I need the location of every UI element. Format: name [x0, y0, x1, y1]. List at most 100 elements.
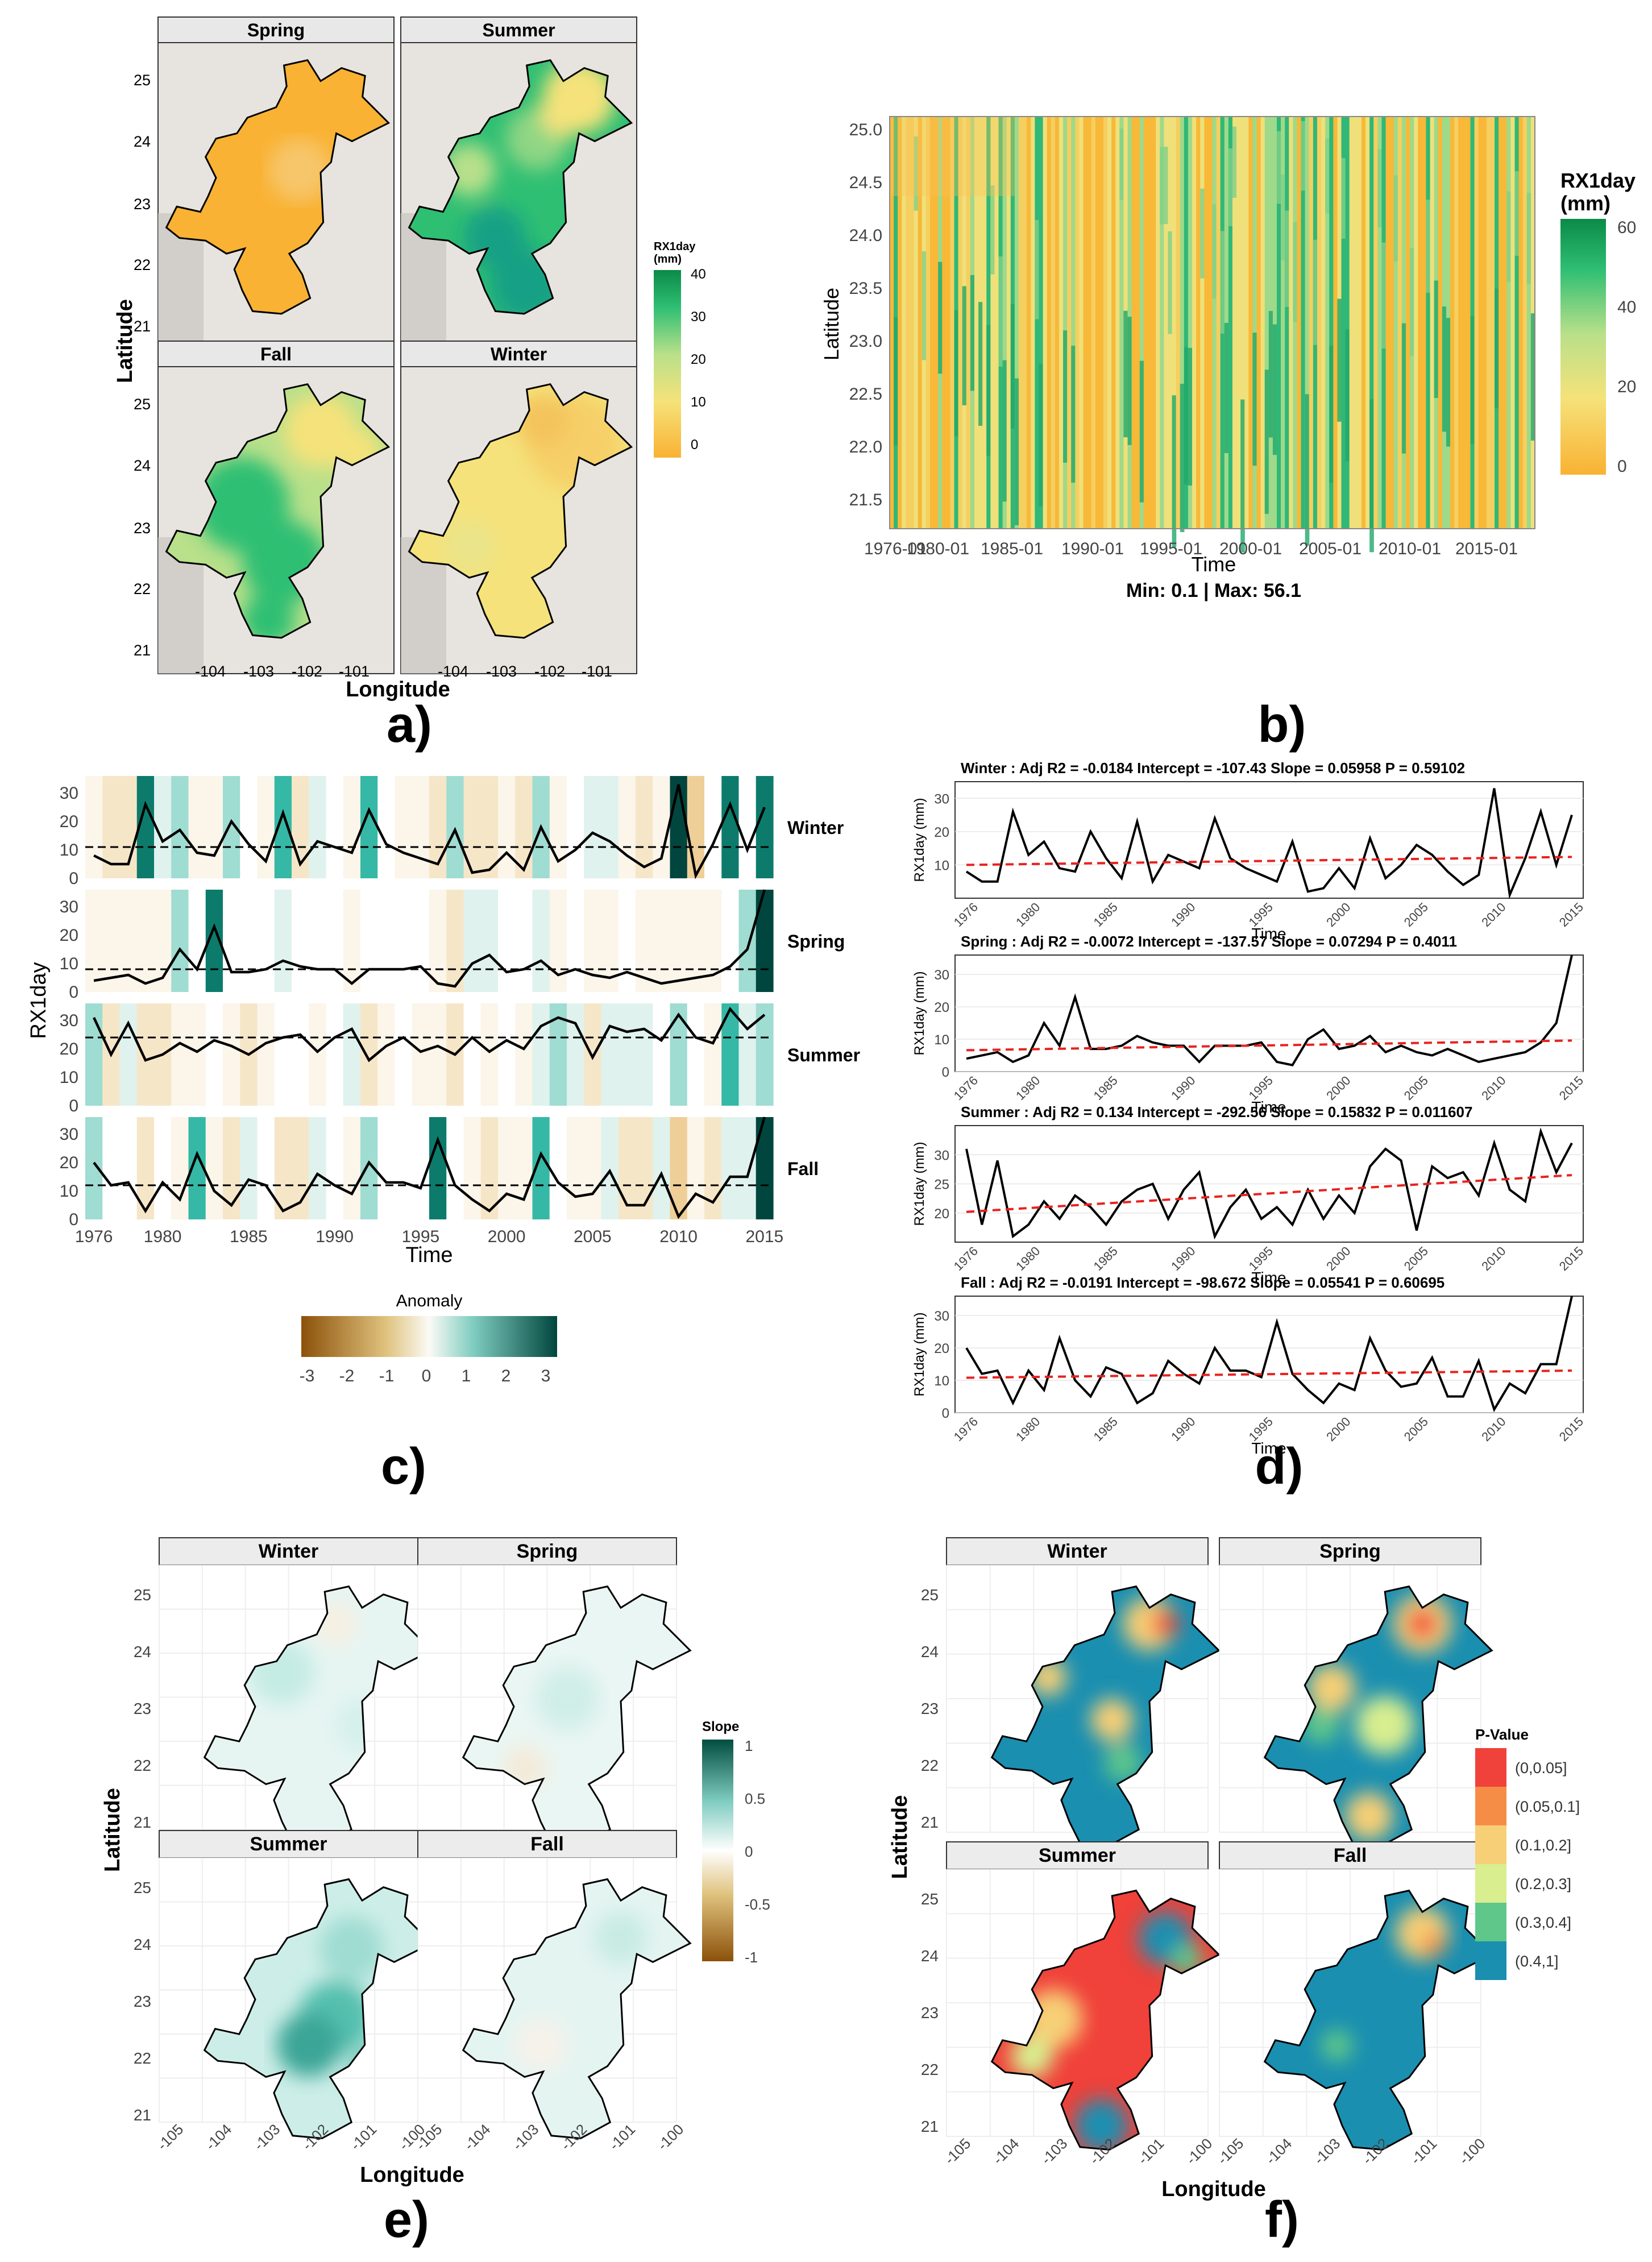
anomaly-cell [670, 890, 688, 992]
x-tick-label: -105 [153, 2120, 186, 2153]
map-blobs [1302, 1594, 1452, 1841]
anomaly-cell [584, 1117, 602, 1219]
y-tick-label: 23 [134, 1993, 151, 2010]
y-axis-title: RX1day (mm) [912, 971, 927, 1055]
y-tick-label: 25 [134, 72, 151, 89]
heatmap-cell-band [1401, 323, 1406, 454]
map-value-blob [1421, 1932, 1445, 1956]
heatmap-column [1285, 117, 1289, 529]
series-line [965, 788, 1573, 899]
heatmap-column [1309, 117, 1314, 529]
anomaly-cell [584, 776, 602, 878]
heatmap-column [1341, 117, 1346, 529]
anomaly-cell [480, 776, 499, 878]
y-tick-label: 10 [60, 1068, 78, 1087]
heatmap-column [1027, 117, 1031, 529]
anomaly-cell [653, 1117, 671, 1219]
heatmap-cell-band [1123, 310, 1128, 438]
heatmap-cell-band [1220, 231, 1225, 334]
map-region-group [1264, 1586, 1493, 1847]
heatmap-column [1115, 117, 1120, 529]
x-tick-label: 2005 [1401, 1073, 1431, 1103]
anomaly-cell [154, 1117, 172, 1219]
plot-panel [954, 954, 1584, 1072]
anomaly-cell [292, 1003, 309, 1106]
heatmap-column [1272, 117, 1277, 529]
x-tick-label: 1990-01 [1061, 539, 1124, 558]
x-axis-title: Longitude [346, 678, 450, 702]
y-tick-label: 0 [942, 1406, 949, 1421]
x-tick-label: 1990 [1168, 1244, 1198, 1273]
anomaly-cell [738, 1003, 757, 1106]
heatmap-column [1499, 117, 1503, 529]
x-tick-label: 2010 [1479, 1244, 1508, 1273]
heatmap-cell-band [1293, 222, 1298, 322]
facet-title: Spring [247, 20, 305, 40]
anomaly-cell [721, 776, 740, 878]
heatmap-cell-band [1281, 175, 1285, 261]
facet-fall: 0 10 20 30 Fall [60, 1117, 819, 1229]
heatmap-column [1111, 117, 1116, 529]
y-axis-title: Latitude [113, 299, 137, 383]
anomaly-cell [446, 890, 464, 992]
facet-title: Fall [260, 344, 292, 364]
legend-label: (0.05,0.1] [1515, 1798, 1580, 1815]
heatmap-column [1014, 117, 1019, 529]
heatmap-cell-band [1495, 288, 1499, 409]
x-tick-label: 1990 [316, 1227, 354, 1246]
heatmap-column [910, 117, 915, 529]
y-tick-label: 10 [934, 858, 949, 873]
x-tick-label: 1985 [230, 1227, 268, 1246]
legend-label: (0,0.05] [1515, 1759, 1567, 1777]
x-tick-label: 1985 [1091, 1244, 1120, 1273]
anomaly-cell [738, 890, 757, 992]
y-tick-label: 23 [921, 1700, 939, 1717]
legend-tick: 60 [1617, 218, 1636, 237]
map-value-blob [1152, 1610, 1179, 1637]
anomaly-cell [636, 776, 653, 878]
plot-title: Spring : Adj R2 = -0.0072 Intercept = -1… [961, 933, 1457, 950]
heatmap-cell-band [1240, 399, 1245, 553]
heatmap-column [934, 117, 939, 529]
anomaly-cell [223, 1003, 240, 1106]
x-tick-label: 1990 [1168, 900, 1198, 929]
y-tick-label: 30 [934, 791, 949, 807]
facet-strip [417, 1537, 677, 1566]
heatmap-column [1216, 117, 1221, 529]
x-tick-label: -105 [1214, 2135, 1247, 2168]
heatmap-column [1224, 117, 1229, 529]
series-line [93, 784, 766, 879]
legend-tick: 1 [462, 1367, 471, 1385]
panel-label-d: d) [1255, 1438, 1304, 1495]
heatmap-cell-band [1426, 200, 1431, 293]
x-axis-title: Time [1251, 1269, 1286, 1286]
y-tick-label: 24 [921, 1643, 939, 1661]
anomaly-cell [102, 890, 121, 992]
anomaly-cell [85, 890, 103, 992]
heatmap-column [986, 117, 991, 529]
map-value-blob [1010, 2035, 1053, 2078]
anomaly-cell [498, 890, 516, 992]
map-region-group [165, 59, 390, 315]
legend-colorbar [654, 270, 681, 458]
heatmap-column [1244, 117, 1249, 529]
facet-title: Spring [517, 1541, 578, 1562]
y-tick-label: 22 [134, 580, 151, 597]
panel-labels: a) b) c) d) e) f) [381, 696, 1306, 2248]
heatmap-column [1051, 117, 1056, 529]
anomaly-cell [102, 1117, 121, 1219]
x-tick-label: 1985 [1091, 1414, 1120, 1444]
anomaly-cell [395, 776, 413, 878]
heatmap-cell-band [1381, 242, 1387, 349]
facet-strip [1219, 1537, 1481, 1566]
heatmap-column [1502, 117, 1507, 529]
anomaly-cell [274, 1003, 292, 1106]
legend-tick: 40 [691, 267, 706, 282]
heatmap-cell-band [990, 185, 995, 275]
x-tick-label: -104 [202, 2120, 235, 2153]
anomaly-cell [188, 776, 206, 878]
panel-d: Winter : Adj R2 = -0.0184 Intercept = -1… [912, 759, 1586, 1457]
heatmap-column [1462, 117, 1467, 529]
map-value-blob [514, 2018, 567, 2072]
anomaly-cell [360, 890, 378, 992]
